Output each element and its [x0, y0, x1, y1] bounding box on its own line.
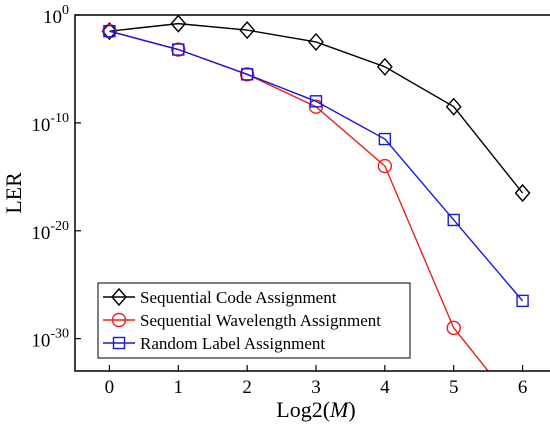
data-point-square: [447, 213, 460, 227]
legend-label: Random Label Assignment: [140, 334, 325, 353]
legend-marker-square: [112, 336, 126, 350]
legend-items: Sequential Code Assignment Sequential Wav…: [103, 287, 381, 353]
x-tick-label: 2: [242, 377, 252, 398]
series-line: [109, 30, 524, 302]
y-tick-label: 100: [43, 3, 69, 28]
legend-marker-diamond: [111, 287, 127, 307]
legend-box: [97, 282, 411, 359]
series-square: [103, 24, 529, 308]
data-point-circle: [102, 23, 117, 39]
data-point-circle: [377, 158, 393, 174]
x-tick-label: 1: [174, 377, 184, 398]
y-tick-label: 10-20: [31, 219, 69, 244]
data-point-circle: [239, 67, 255, 82]
series-diamond: [101, 15, 531, 203]
legend-label: Sequential Wavelength Assignment: [140, 311, 381, 330]
series-layer: [101, 15, 531, 421]
data-point-diamond: [170, 15, 187, 33]
legend: Sequential Code Assignment Sequential Wav…: [97, 282, 411, 359]
x-tick-label: 6: [518, 377, 528, 398]
data-point-diamond: [376, 57, 393, 76]
data-point-circle: [446, 320, 461, 336]
data-point-circle: [171, 42, 186, 57]
data-point-diamond: [445, 97, 462, 116]
data-point-circle: [308, 99, 324, 114]
legend-item: Sequential Wavelength Assignment: [103, 311, 381, 330]
legend-label: Sequential Code Assignment: [140, 288, 337, 307]
x-tick-label: 5: [449, 377, 459, 398]
series-line: [109, 22, 524, 194]
legend-item: Random Label Assignment: [103, 334, 325, 353]
data-point-square: [309, 95, 323, 108]
data-point-square: [240, 68, 254, 81]
y-tick-label: 10-10: [31, 111, 69, 136]
data-point-square: [378, 132, 392, 146]
data-point-diamond: [239, 21, 256, 40]
data-point-diamond: [514, 183, 531, 203]
x-tick-label: 3: [311, 377, 321, 398]
x-tick-label: 0: [105, 377, 115, 398]
data-point-square: [516, 294, 529, 308]
data-point-square: [172, 43, 185, 56]
y-axis-ticks: 100 10-10 10-20 10-30: [31, 3, 81, 352]
y-axis-label: LER: [1, 172, 26, 214]
y-tick-label: 10-30: [31, 327, 69, 352]
legend-marker-circle: [111, 312, 127, 328]
legend-item: Sequential Code Assignment: [103, 287, 337, 307]
x-axis-ticks: 0 1 2 3 4 5 6: [105, 365, 528, 398]
data-point-square: [103, 24, 116, 38]
data-point-circle: [516, 408, 529, 421]
x-axis-label: Log2(M): [276, 397, 355, 422]
data-point-diamond: [101, 22, 118, 41]
x-tick-label: 4: [380, 377, 390, 398]
data-point-diamond: [308, 32, 324, 52]
